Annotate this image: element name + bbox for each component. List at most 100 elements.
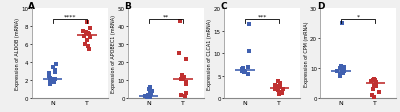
Y-axis label: Expression of CPM (mRNA): Expression of CPM (mRNA) xyxy=(304,21,308,86)
Point xyxy=(144,96,150,98)
Point xyxy=(51,78,57,80)
Point xyxy=(370,89,376,90)
Point xyxy=(241,72,247,73)
Text: ****: **** xyxy=(64,15,76,20)
Point xyxy=(244,73,251,75)
Point xyxy=(370,78,377,80)
Point xyxy=(272,88,279,90)
Text: C: C xyxy=(220,2,227,11)
Point xyxy=(83,32,89,34)
Point xyxy=(368,95,375,96)
Point xyxy=(85,33,91,35)
Point xyxy=(178,94,185,96)
Point xyxy=(52,70,58,72)
Point xyxy=(177,21,183,22)
Point xyxy=(276,93,282,95)
Point xyxy=(277,82,283,84)
Text: **: ** xyxy=(163,15,169,20)
Point xyxy=(276,91,283,93)
Point xyxy=(80,30,86,32)
Point xyxy=(336,68,343,70)
Point xyxy=(47,81,53,82)
Point xyxy=(334,71,340,73)
Point xyxy=(176,53,182,55)
Point xyxy=(239,69,245,71)
Point xyxy=(183,83,189,85)
Point xyxy=(370,84,377,86)
Point xyxy=(278,92,285,94)
Point xyxy=(272,89,279,90)
Point xyxy=(146,89,152,90)
Point xyxy=(244,66,251,68)
Point xyxy=(86,34,92,36)
Point xyxy=(180,78,187,80)
Point xyxy=(47,77,53,79)
Point xyxy=(86,48,92,50)
Point xyxy=(84,22,90,23)
Point xyxy=(53,64,60,65)
Point xyxy=(373,83,379,85)
Point xyxy=(146,92,153,94)
Point xyxy=(179,74,185,76)
Point xyxy=(85,46,92,47)
Point xyxy=(87,28,94,30)
Point xyxy=(368,80,375,82)
Point xyxy=(145,94,152,96)
Y-axis label: Expression of APOBEC1 (mRNA): Expression of APOBEC1 (mRNA) xyxy=(111,15,116,92)
Point xyxy=(181,76,187,78)
Point xyxy=(183,58,189,60)
Point xyxy=(240,70,247,72)
Text: D: D xyxy=(317,2,324,11)
Point xyxy=(146,94,152,96)
Point xyxy=(337,75,344,77)
Point xyxy=(46,73,52,74)
Point xyxy=(46,75,52,77)
Point xyxy=(146,96,153,98)
Point xyxy=(148,93,154,95)
Point xyxy=(82,44,88,46)
Point xyxy=(339,69,345,71)
Point xyxy=(340,72,346,74)
Text: B: B xyxy=(124,2,131,11)
Text: *: * xyxy=(357,15,360,20)
Text: ***: *** xyxy=(257,15,267,20)
Point xyxy=(339,23,345,25)
Y-axis label: Expression of CLCA1 (mRNA): Expression of CLCA1 (mRNA) xyxy=(208,19,212,89)
Point xyxy=(275,85,281,87)
Point xyxy=(240,67,246,69)
Point xyxy=(373,81,379,83)
Y-axis label: Expression of ALDOB (mRNA): Expression of ALDOB (mRNA) xyxy=(15,18,20,89)
Point xyxy=(50,82,57,83)
Point xyxy=(182,95,188,97)
Point xyxy=(246,24,252,26)
Point xyxy=(370,96,377,98)
Point xyxy=(372,79,378,81)
Point xyxy=(274,81,281,82)
Point xyxy=(182,82,189,83)
Point xyxy=(183,92,190,94)
Point xyxy=(373,86,379,87)
Point xyxy=(84,39,90,41)
Point xyxy=(245,51,252,52)
Point xyxy=(279,89,286,90)
Point xyxy=(81,36,87,38)
Point xyxy=(52,72,58,73)
Point xyxy=(376,92,382,94)
Point xyxy=(144,97,150,99)
Point xyxy=(241,71,248,73)
Point xyxy=(52,79,58,81)
Point xyxy=(142,96,148,97)
Text: A: A xyxy=(28,2,35,11)
Point xyxy=(239,71,245,73)
Point xyxy=(341,66,347,68)
Point xyxy=(178,79,184,81)
Point xyxy=(275,90,281,91)
Point xyxy=(241,70,247,72)
Point xyxy=(147,86,153,88)
Point xyxy=(145,95,152,97)
Point xyxy=(370,80,377,82)
Point xyxy=(277,86,283,88)
Point xyxy=(47,83,54,85)
Point xyxy=(49,66,56,68)
Point xyxy=(272,84,279,86)
